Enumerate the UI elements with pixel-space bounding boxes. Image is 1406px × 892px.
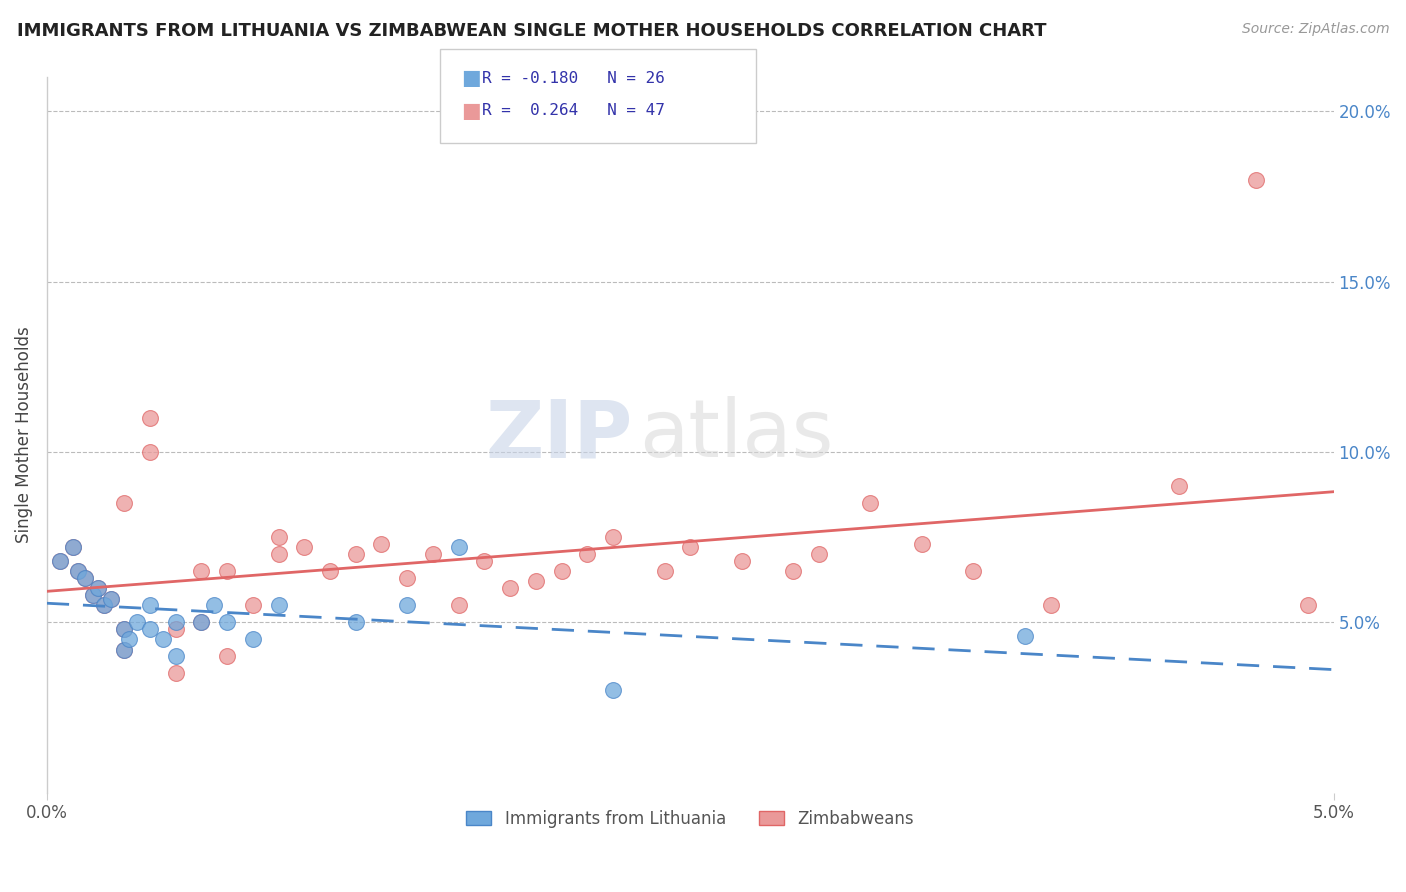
- Point: [165, 666, 187, 681]
- Point: [679, 541, 702, 555]
- Point: [654, 564, 676, 578]
- Point: [82, 588, 104, 602]
- Point: [242, 599, 264, 613]
- Point: [550, 564, 572, 578]
- Point: [267, 530, 290, 544]
- Point: [190, 615, 212, 630]
- Point: [447, 541, 470, 555]
- Point: [215, 615, 238, 630]
- Point: [75, 571, 97, 585]
- Point: [49, 554, 72, 568]
- Point: [731, 554, 754, 568]
- Point: [1039, 599, 1062, 613]
- Point: [112, 642, 135, 657]
- Point: [242, 632, 264, 647]
- Point: [165, 615, 187, 630]
- Point: [215, 564, 238, 578]
- Point: [75, 571, 97, 585]
- Point: [1246, 172, 1268, 186]
- Point: [139, 445, 162, 459]
- Point: [474, 554, 496, 568]
- Point: [100, 591, 122, 606]
- Text: ZIP: ZIP: [485, 396, 633, 474]
- Point: [1296, 599, 1319, 613]
- Point: [807, 547, 830, 561]
- Point: [112, 622, 135, 636]
- Point: [215, 649, 238, 664]
- Point: [344, 615, 367, 630]
- Point: [100, 591, 122, 606]
- Point: [118, 632, 141, 647]
- Point: [602, 530, 624, 544]
- Point: [66, 564, 89, 578]
- Point: [139, 599, 162, 613]
- Text: ■: ■: [461, 69, 481, 88]
- Point: [165, 649, 187, 664]
- Point: [1168, 479, 1191, 493]
- Point: [396, 571, 419, 585]
- Point: [344, 547, 367, 561]
- Text: IMMIGRANTS FROM LITHUANIA VS ZIMBABWEAN SINGLE MOTHER HOUSEHOLDS CORRELATION CHA: IMMIGRANTS FROM LITHUANIA VS ZIMBABWEAN …: [17, 22, 1046, 40]
- Point: [202, 599, 225, 613]
- Point: [190, 564, 212, 578]
- Point: [125, 615, 148, 630]
- Point: [139, 622, 162, 636]
- Point: [267, 599, 290, 613]
- Point: [93, 599, 115, 613]
- Point: [82, 588, 104, 602]
- Text: R = -0.180   N = 26: R = -0.180 N = 26: [482, 71, 665, 86]
- Point: [112, 496, 135, 510]
- Point: [962, 564, 984, 578]
- Point: [422, 547, 444, 561]
- Point: [62, 541, 84, 555]
- Point: [859, 496, 882, 510]
- Y-axis label: Single Mother Households: Single Mother Households: [15, 326, 32, 543]
- Point: [911, 537, 934, 551]
- Point: [782, 564, 804, 578]
- Point: [49, 554, 72, 568]
- Text: ■: ■: [461, 101, 481, 120]
- Point: [499, 582, 522, 596]
- Point: [87, 582, 110, 596]
- Point: [576, 547, 599, 561]
- Point: [62, 541, 84, 555]
- Point: [319, 564, 342, 578]
- Point: [524, 574, 547, 589]
- Point: [66, 564, 89, 578]
- Point: [165, 622, 187, 636]
- Point: [396, 599, 419, 613]
- Point: [447, 599, 470, 613]
- Point: [93, 599, 115, 613]
- Point: [292, 541, 315, 555]
- Point: [370, 537, 392, 551]
- Text: R =  0.264   N = 47: R = 0.264 N = 47: [482, 103, 665, 118]
- Text: atlas: atlas: [638, 396, 834, 474]
- Point: [152, 632, 174, 647]
- Text: Source: ZipAtlas.com: Source: ZipAtlas.com: [1241, 22, 1389, 37]
- Point: [267, 547, 290, 561]
- Point: [602, 683, 624, 698]
- Point: [112, 642, 135, 657]
- Point: [139, 411, 162, 425]
- Point: [1014, 629, 1036, 643]
- Point: [87, 582, 110, 596]
- Point: [112, 622, 135, 636]
- Legend: Immigrants from Lithuania, Zimbabweans: Immigrants from Lithuania, Zimbabweans: [460, 803, 921, 834]
- Point: [190, 615, 212, 630]
